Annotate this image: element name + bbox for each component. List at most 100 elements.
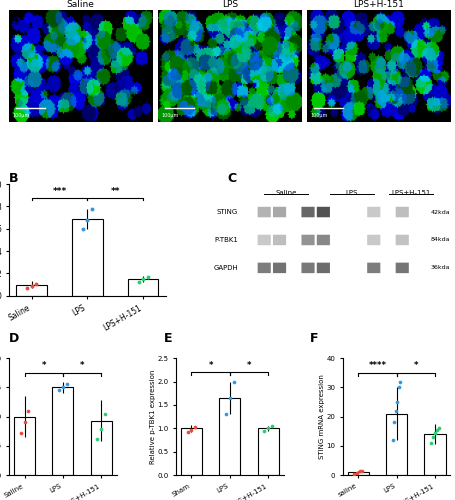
FancyBboxPatch shape bbox=[302, 262, 314, 273]
Point bbox=[192, 424, 199, 432]
Point bbox=[430, 433, 437, 441]
Bar bbox=[181, 428, 202, 475]
Point bbox=[59, 384, 66, 392]
Point bbox=[431, 428, 439, 436]
Point bbox=[63, 380, 71, 388]
Text: F: F bbox=[309, 332, 318, 345]
FancyBboxPatch shape bbox=[396, 207, 409, 218]
Point bbox=[359, 466, 366, 474]
Y-axis label: Relative p-TBK1 expression: Relative p-TBK1 expression bbox=[150, 370, 156, 464]
Text: Saline: Saline bbox=[275, 190, 297, 196]
FancyBboxPatch shape bbox=[317, 207, 330, 218]
FancyBboxPatch shape bbox=[258, 262, 271, 273]
Text: GAPDH: GAPDH bbox=[213, 265, 238, 271]
Point bbox=[17, 429, 25, 437]
Title: Saline: Saline bbox=[67, 0, 95, 9]
Text: A: A bbox=[9, 12, 19, 26]
Point bbox=[28, 282, 35, 290]
Text: STING: STING bbox=[217, 209, 238, 215]
Text: E: E bbox=[164, 332, 172, 345]
Point bbox=[184, 428, 191, 436]
Text: 100μm: 100μm bbox=[310, 112, 328, 117]
Bar bbox=[52, 388, 73, 475]
FancyBboxPatch shape bbox=[302, 207, 314, 218]
Point bbox=[351, 470, 358, 478]
Point bbox=[24, 284, 31, 292]
Bar bbox=[258, 428, 279, 475]
Point bbox=[21, 418, 28, 426]
Text: ****: **** bbox=[369, 362, 386, 370]
Title: LPS: LPS bbox=[222, 0, 238, 9]
Bar bbox=[425, 434, 445, 475]
Point bbox=[392, 407, 399, 415]
Bar bbox=[16, 284, 47, 296]
FancyBboxPatch shape bbox=[258, 207, 271, 218]
FancyBboxPatch shape bbox=[367, 262, 380, 273]
FancyBboxPatch shape bbox=[273, 262, 286, 273]
Text: 100μm: 100μm bbox=[161, 112, 178, 117]
Point bbox=[261, 426, 268, 434]
Point bbox=[264, 424, 272, 432]
Text: 36kda: 36kda bbox=[431, 266, 450, 270]
Point bbox=[144, 273, 151, 281]
Point bbox=[356, 468, 363, 475]
Point bbox=[88, 204, 96, 212]
Point bbox=[135, 278, 142, 286]
Point bbox=[94, 435, 101, 443]
Point bbox=[391, 418, 398, 426]
Text: *: * bbox=[80, 362, 84, 370]
Point bbox=[395, 384, 403, 392]
Text: ***: *** bbox=[52, 188, 66, 196]
Text: LPS+H-151: LPS+H-151 bbox=[391, 190, 431, 196]
FancyBboxPatch shape bbox=[302, 234, 314, 245]
Title: LPS+H-151: LPS+H-151 bbox=[354, 0, 404, 9]
Point bbox=[140, 275, 147, 283]
FancyBboxPatch shape bbox=[273, 234, 286, 245]
Point bbox=[435, 424, 442, 432]
Point bbox=[98, 426, 105, 434]
Point bbox=[101, 410, 109, 418]
Text: C: C bbox=[228, 172, 237, 186]
FancyBboxPatch shape bbox=[317, 262, 330, 273]
Bar bbox=[348, 472, 369, 475]
Bar bbox=[219, 398, 240, 475]
Point bbox=[25, 407, 32, 415]
Bar bbox=[14, 416, 35, 475]
Point bbox=[428, 439, 435, 447]
Point bbox=[226, 394, 233, 402]
FancyBboxPatch shape bbox=[367, 207, 380, 218]
Point bbox=[222, 410, 230, 418]
Text: *: * bbox=[41, 362, 46, 370]
Text: *: * bbox=[414, 362, 418, 370]
Point bbox=[230, 378, 237, 386]
FancyBboxPatch shape bbox=[273, 207, 286, 218]
Text: 42kda: 42kda bbox=[431, 210, 450, 214]
Point bbox=[79, 225, 86, 233]
Point bbox=[32, 280, 40, 287]
Text: P-TBK1: P-TBK1 bbox=[214, 237, 238, 243]
Text: LPS: LPS bbox=[346, 190, 358, 196]
Point bbox=[394, 398, 401, 406]
FancyBboxPatch shape bbox=[258, 234, 271, 245]
Point bbox=[84, 216, 91, 224]
Bar bbox=[91, 420, 112, 475]
Bar bbox=[128, 279, 158, 296]
Point bbox=[56, 386, 63, 394]
FancyBboxPatch shape bbox=[317, 234, 330, 245]
Bar bbox=[386, 414, 407, 475]
Text: **: ** bbox=[111, 188, 120, 196]
Y-axis label: STING mRNA expression: STING mRNA expression bbox=[319, 374, 325, 459]
FancyBboxPatch shape bbox=[396, 262, 409, 273]
Point bbox=[397, 378, 404, 386]
FancyBboxPatch shape bbox=[367, 234, 380, 245]
Point bbox=[389, 436, 396, 444]
Text: *: * bbox=[208, 361, 213, 370]
Text: B: B bbox=[9, 172, 19, 186]
Text: 84kda: 84kda bbox=[431, 238, 450, 242]
Text: 100μm: 100μm bbox=[12, 112, 30, 117]
Bar bbox=[72, 218, 103, 296]
Text: *: * bbox=[247, 361, 251, 370]
Point bbox=[268, 422, 276, 430]
FancyBboxPatch shape bbox=[396, 234, 409, 245]
Point bbox=[433, 426, 440, 434]
